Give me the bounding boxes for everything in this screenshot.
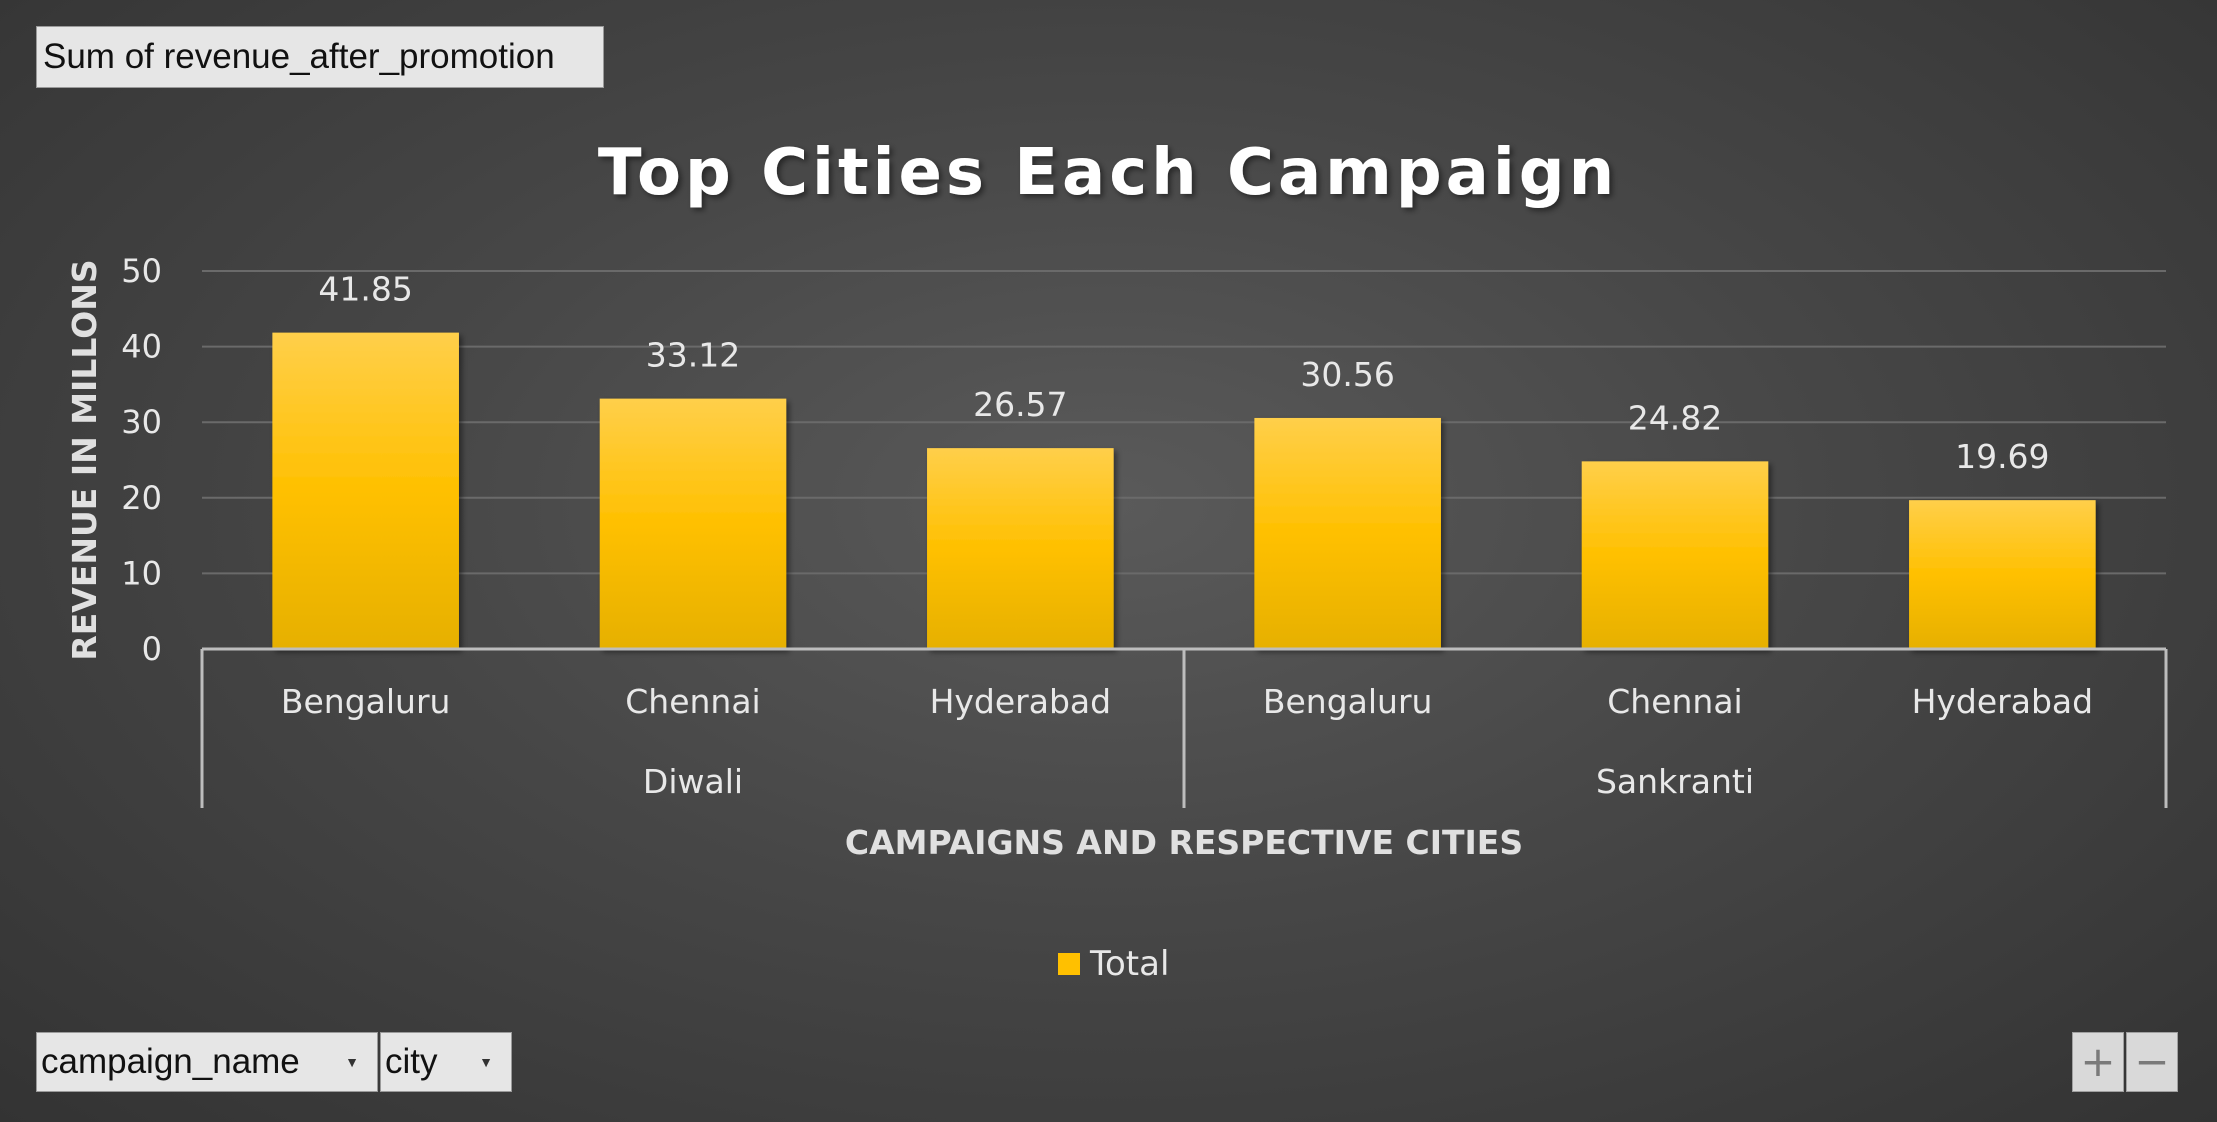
city-field-label: city	[385, 1042, 438, 1081]
x-tick-label: Hyderabad	[930, 682, 1112, 721]
bar	[1909, 500, 2096, 649]
data-label: 19.69	[1955, 437, 2049, 476]
bar	[1581, 461, 1769, 649]
y-tick-label: 40	[121, 328, 162, 366]
y-axis-title: REVENUE IN MILLONS	[65, 259, 104, 660]
data-label: 41.85	[318, 270, 412, 309]
data-label: 24.82	[1628, 398, 1722, 437]
y-tick-label: 30	[121, 403, 162, 441]
x-tick-label: Bengaluru	[1263, 682, 1433, 721]
bar	[599, 398, 787, 649]
x-axis-title: CAMPAIGNS AND RESPECTIVE CITIES	[845, 823, 1523, 862]
data-label: 33.12	[646, 336, 740, 375]
chart-title: Top Cities Each Campaign	[598, 136, 1618, 210]
x-tick-label: Chennai	[1607, 682, 1742, 721]
campaign-name-field-button[interactable]: campaign_name ▼	[36, 1032, 378, 1092]
x-group-label: Diwali	[643, 762, 743, 801]
legend-swatch	[1058, 953, 1080, 975]
data-label: 26.57	[973, 385, 1067, 424]
value-field-label: Sum of revenue_after_promotion	[43, 37, 555, 76]
dropdown-arrow-icon: ▼	[479, 1054, 493, 1070]
plus-icon: +	[2080, 1037, 2116, 1086]
dropdown-arrow-icon: ▼	[345, 1054, 359, 1070]
x-tick-label: Bengaluru	[281, 682, 451, 721]
data-label: 30.56	[1300, 355, 1394, 394]
minus-icon: −	[2134, 1037, 2170, 1086]
y-tick-label: 10	[121, 554, 162, 592]
x-group-label: Sankranti	[1596, 762, 1754, 801]
bar	[927, 448, 1114, 649]
x-tick-label: Hyderabad	[1912, 682, 2094, 721]
expand-field-button[interactable]: +	[2072, 1032, 2124, 1092]
y-tick-label: 0	[142, 630, 162, 668]
bar	[1254, 417, 1441, 649]
bar	[272, 332, 459, 649]
y-tick-label: 50	[121, 252, 162, 290]
y-tick-label: 20	[121, 479, 162, 517]
campaign-name-field-label: campaign_name	[41, 1042, 300, 1081]
value-field-button[interactable]: Sum of revenue_after_promotion	[36, 26, 604, 88]
city-field-button[interactable]: city ▼	[380, 1032, 512, 1092]
collapse-field-button[interactable]: −	[2126, 1032, 2178, 1092]
x-tick-label: Chennai	[625, 682, 760, 721]
legend-label: Total	[1089, 944, 1169, 984]
